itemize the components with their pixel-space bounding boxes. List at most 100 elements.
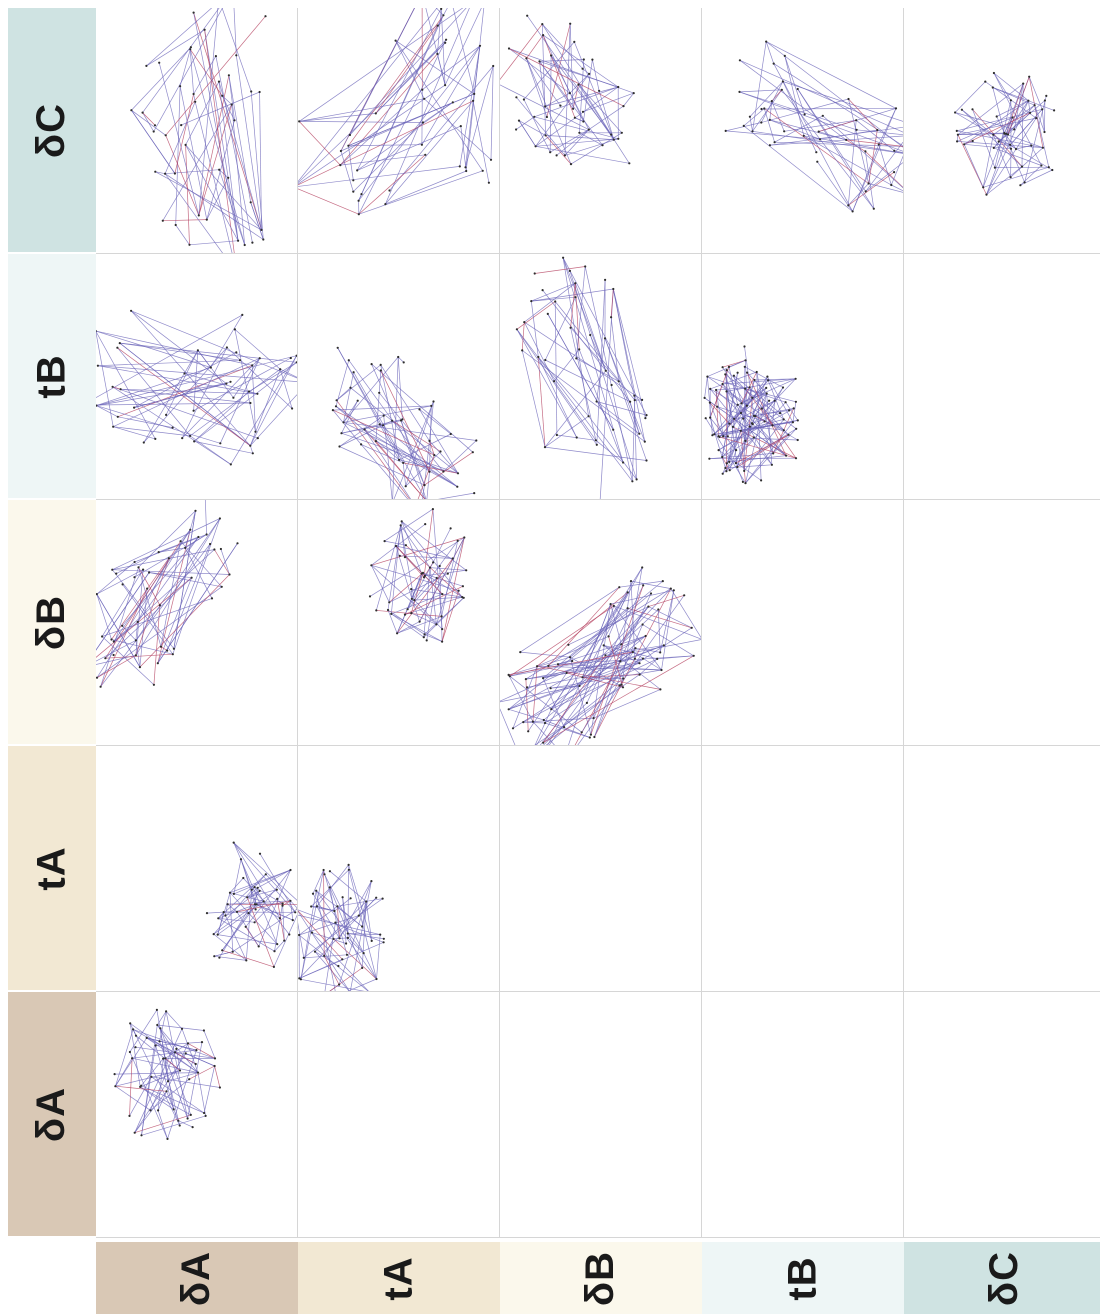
graph-node: [656, 657, 659, 660]
graph-node: [581, 676, 584, 679]
graph-edge: [193, 12, 239, 241]
graph-node: [302, 956, 305, 959]
graph-edge: [574, 661, 621, 745]
graph-edge: [339, 446, 425, 486]
graph-edge: [543, 635, 646, 721]
graph-node: [563, 154, 566, 157]
graph-node: [247, 912, 250, 915]
graph-node: [641, 566, 644, 569]
graph-edge: [509, 675, 582, 733]
graph-node: [803, 113, 806, 116]
graph-node: [765, 392, 768, 395]
graph-edge: [578, 349, 624, 463]
graph-edge: [590, 585, 644, 735]
graph-node: [378, 391, 381, 394]
graph-node: [588, 736, 591, 739]
graph-node: [323, 954, 326, 957]
graph-node: [423, 633, 426, 636]
graph-node: [299, 978, 302, 981]
graph-edge: [229, 869, 291, 894]
graph-node: [982, 186, 985, 189]
graph-edge: [532, 721, 555, 745]
graph-edge: [578, 84, 623, 134]
graph-node: [180, 124, 183, 127]
graph-node: [154, 1044, 157, 1047]
graph-edge: [554, 301, 636, 401]
graph-edge: [165, 15, 266, 136]
graph-edge: [769, 101, 773, 120]
graph-node: [612, 428, 615, 431]
graph-node: [130, 109, 133, 112]
graph-node: [594, 439, 597, 442]
graph-node: [111, 568, 114, 571]
graph-node: [328, 886, 331, 889]
graph-node: [559, 104, 562, 107]
graph-node: [638, 432, 641, 435]
graph-edge: [769, 119, 821, 140]
graph-node: [289, 899, 292, 902]
graph-edge: [338, 901, 367, 985]
graph-edge: [151, 1076, 205, 1114]
graph-edge: [429, 405, 432, 472]
graph-node: [633, 394, 636, 397]
graph-edge: [518, 120, 546, 136]
graph-edge: [574, 117, 584, 122]
graph-edge: [570, 327, 597, 441]
graph-node: [587, 128, 590, 131]
graph-node: [876, 128, 879, 132]
graph-node: [352, 179, 355, 182]
graph-edge: [214, 951, 233, 957]
graph-edge: [574, 283, 607, 371]
graph-node: [738, 90, 741, 93]
graph-node: [189, 48, 192, 51]
graph-node: [638, 673, 641, 676]
graph-node: [173, 172, 176, 175]
graph-node: [296, 927, 297, 929]
graph-node: [298, 120, 301, 123]
graph-edge: [383, 415, 393, 499]
graph-node: [246, 896, 249, 899]
graph-node: [362, 952, 365, 955]
graph-edge: [648, 606, 692, 629]
graph-edge: [761, 98, 849, 123]
graph-edge: [745, 393, 768, 484]
graph-node: [592, 717, 595, 720]
graph-node: [251, 241, 254, 244]
graph-edge: [131, 109, 166, 136]
graph-edge: [96, 569, 144, 595]
graph-node: [721, 382, 724, 386]
graph-edge: [343, 421, 477, 441]
graph-node: [134, 654, 137, 657]
graph-node: [526, 14, 529, 17]
graph-edge: [551, 567, 643, 710]
graph-node: [783, 130, 786, 133]
graph-node: [345, 953, 349, 956]
graph-edge: [131, 110, 176, 174]
graph-node: [562, 256, 565, 259]
graph-node: [715, 388, 718, 392]
graph-node: [956, 140, 959, 143]
graph-edge: [1028, 76, 1043, 110]
graph-node: [155, 1008, 158, 1011]
graph-edge: [290, 900, 294, 921]
graph-node: [660, 668, 663, 672]
graph-edge: [557, 663, 662, 671]
graph-node: [584, 265, 587, 268]
graph-edge: [582, 644, 665, 678]
graph-node: [401, 418, 404, 421]
graph-node: [141, 111, 144, 114]
graph-edge: [157, 1058, 164, 1111]
graph-edge: [160, 541, 181, 647]
graph-edge: [407, 562, 434, 610]
graph-node: [612, 604, 615, 607]
graph-node: [133, 1131, 136, 1134]
graph-node: [145, 1036, 148, 1039]
graph-edge: [298, 910, 343, 960]
graph-node: [212, 933, 215, 936]
graph-node: [743, 345, 746, 348]
graph-edge: [174, 93, 194, 174]
graph-edge: [181, 357, 260, 439]
graph-node: [971, 108, 974, 111]
graph-node: [422, 576, 426, 579]
graph-edge: [746, 372, 767, 394]
